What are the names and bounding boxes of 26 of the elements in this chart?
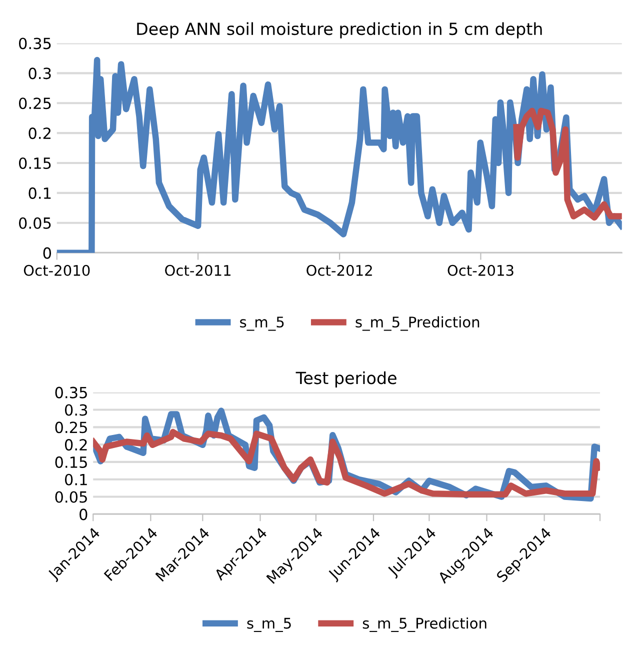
y-tick-label: 0: [80, 508, 88, 520]
chart-title: Deep ANN soil moisture prediction in 5 cm depth: [137, 22, 542, 38]
y-tick-label: 0.25: [19, 98, 51, 110]
legend-label: s_m_5: [240, 316, 284, 331]
y-tick-label: 0.1: [28, 187, 51, 199]
y-tick-label: 0.05: [55, 491, 87, 503]
y-tick-label: 0.1: [64, 474, 87, 486]
y-tick-label: 0.15: [55, 456, 87, 468]
x-tick-label: Oct-2012: [306, 264, 372, 276]
y-tick-label: 0.25: [55, 422, 87, 434]
y-tick-label: 0.2: [28, 128, 50, 140]
legend-label: s_m_5: [247, 618, 291, 632]
y-tick-label: 0.3: [28, 68, 51, 80]
y-tick-label: 0.15: [19, 157, 51, 170]
legend-label: s_m_5_Prediction: [356, 316, 480, 331]
x-tick-label: Oct-2011: [165, 264, 230, 276]
y-tick-label: 0.2: [64, 439, 87, 451]
legend-label: s_m_5_Prediction: [362, 617, 486, 632]
y-tick-label: 0.35: [19, 38, 51, 50]
y-tick-label: 0.05: [19, 217, 51, 229]
y-tick-label: 0: [43, 247, 51, 259]
y-tick-label: 0.35: [55, 386, 87, 398]
y-tick-label: 0.3: [64, 404, 88, 416]
chart-title: Test periode: [296, 371, 396, 388]
x-tick-label: Oct-2010: [24, 264, 90, 276]
x-tick-label: Oct-2013: [448, 264, 514, 276]
